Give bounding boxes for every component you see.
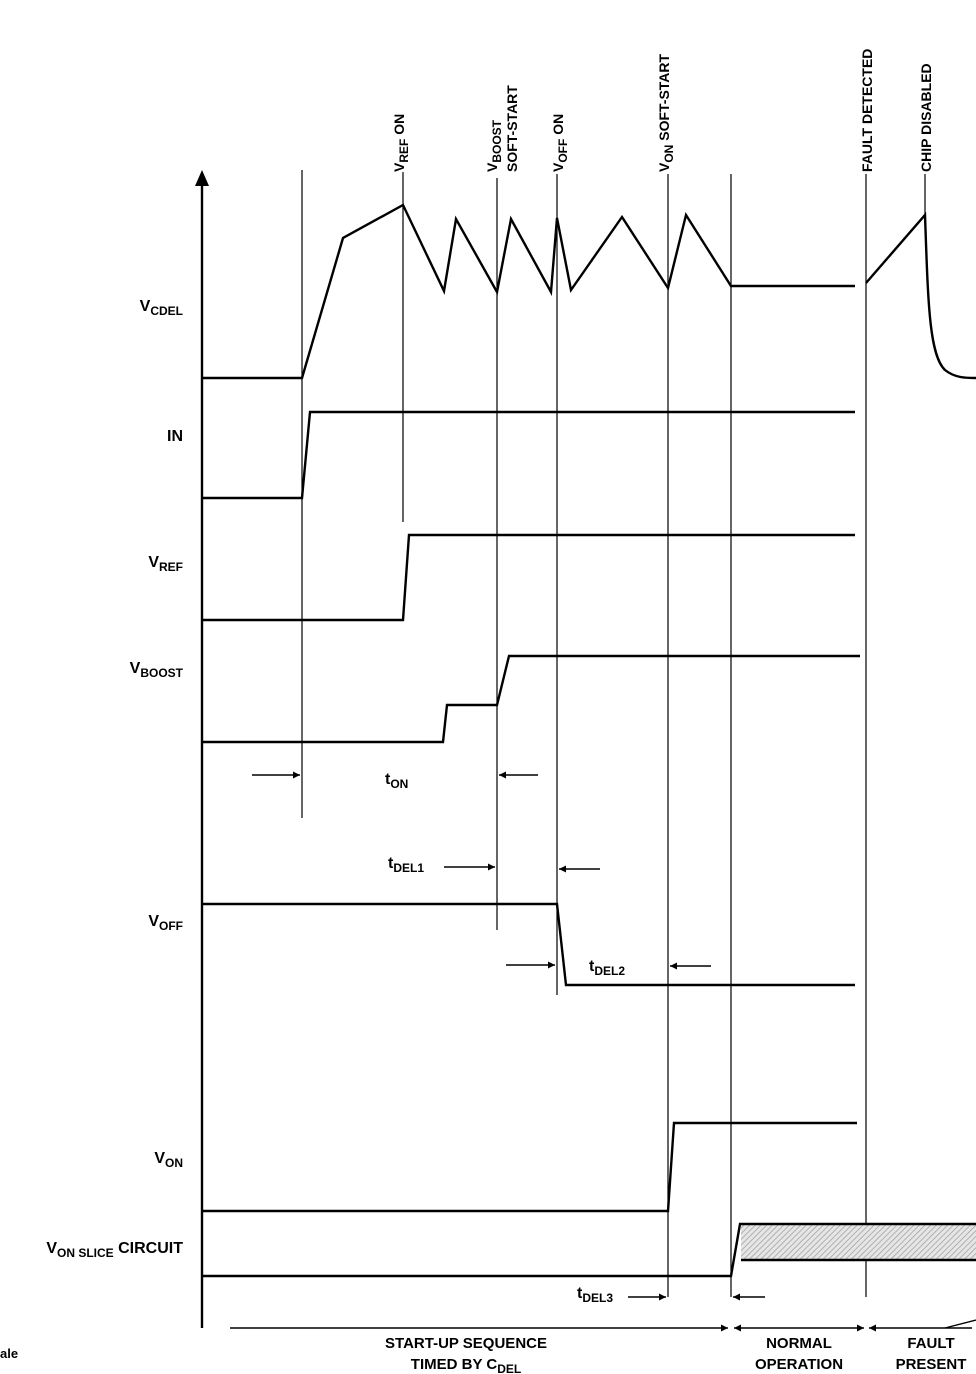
footer-fault-line1: FAULT — [907, 1335, 954, 1352]
timing-label-tdel2: tDEL2 — [589, 958, 625, 978]
event-label-vboost-softstart-line2: SOFT-START — [504, 85, 520, 172]
event-label-vref-on: VREF ON — [391, 114, 411, 172]
signal-label-vboost: VBOOST — [130, 660, 184, 680]
signal-label-vcdel: VCDEL — [140, 298, 183, 318]
timing-label-ton: tON — [385, 771, 408, 791]
vref-trace — [202, 533, 855, 622]
voff-trace — [202, 902, 855, 987]
footer-normal-line2: OPERATION — [755, 1356, 843, 1373]
cut-off-caption-text: ale — [0, 1346, 18, 1361]
timing-label-tdel3: tDEL3 — [577, 1285, 613, 1305]
vcdel-trace — [202, 203, 855, 380]
footer-normal-line1: NORMAL — [766, 1335, 832, 1352]
footer-fault-line2: PRESENT — [896, 1356, 967, 1373]
vcdel-trace-chip-disabled — [865, 211, 976, 380]
signal-label-vonslice: VON SLICE CIRCUIT — [46, 1240, 183, 1260]
signal-label-von: VON — [154, 1150, 183, 1170]
timing-label-tdel1: tDEL1 — [388, 855, 424, 875]
von-trace — [202, 1121, 857, 1213]
von-slice-trace — [202, 1222, 976, 1278]
footer-startup-line1: START-UP SEQUENCE — [385, 1335, 547, 1352]
signal-label-in: IN — [167, 428, 183, 445]
signal-label-vref: VREF — [148, 554, 183, 574]
fault-present-arrow-right — [944, 1319, 976, 1329]
footer-startup-line2: TIMED BY CDEL — [411, 1356, 521, 1374]
event-label-chip-disabled: CHIP DISABLED — [918, 63, 934, 172]
von-slice-fault-hatch — [741, 1224, 976, 1260]
event-label-fault-detected: FAULT DETECTED — [859, 49, 875, 172]
signal-label-voff: VOFF — [148, 913, 183, 933]
event-label-von-softstart: VON SOFT-START — [656, 53, 676, 172]
event-label-voff-on: VOFF ON — [550, 114, 570, 172]
vboost-trace — [202, 654, 860, 744]
event-label-vboost-softstart: VBOOST — [484, 119, 504, 172]
in-trace — [202, 410, 855, 500]
y-axis-arrowhead — [195, 170, 209, 186]
